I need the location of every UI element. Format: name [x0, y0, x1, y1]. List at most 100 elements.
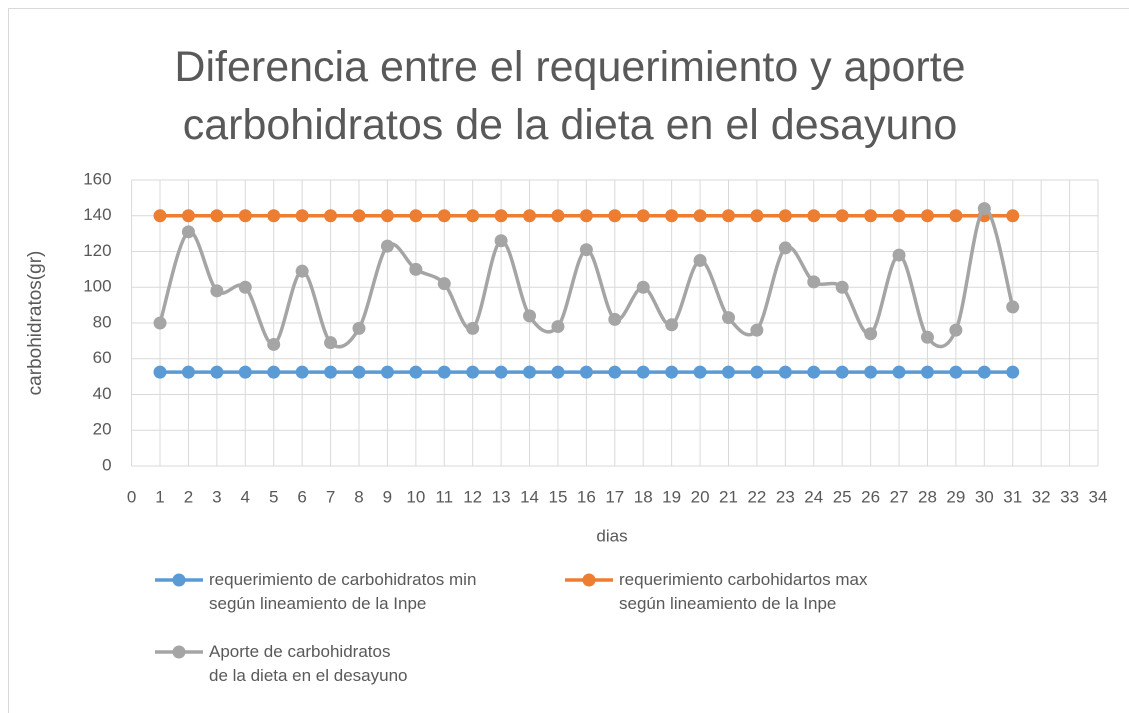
- data-point: [523, 209, 537, 223]
- data-point: [238, 209, 252, 223]
- data-point: [267, 337, 281, 351]
- x-axis-title: dias: [596, 526, 627, 545]
- data-point: [324, 365, 338, 379]
- data-point: [721, 365, 735, 379]
- data-point: [835, 280, 849, 294]
- data-point: [807, 365, 821, 379]
- data-point: [352, 365, 366, 379]
- x-tick-label: 34: [1089, 487, 1108, 506]
- data-point: [636, 365, 650, 379]
- data-point: [920, 209, 934, 223]
- data-point: [466, 321, 480, 335]
- data-point: [807, 209, 821, 223]
- x-tick-label: 1: [155, 487, 164, 506]
- data-point: [608, 365, 622, 379]
- x-tick-label: 31: [1003, 487, 1022, 506]
- data-point: [324, 209, 338, 223]
- x-tick-label: 7: [326, 487, 335, 506]
- data-point: [153, 365, 167, 379]
- x-tick-label: 16: [577, 487, 596, 506]
- x-tick-label: 17: [605, 487, 624, 506]
- data-point: [267, 365, 281, 379]
- data-point: [523, 365, 537, 379]
- x-tick-label: 15: [548, 487, 567, 506]
- y-axis-title: carbohidratos(gr): [25, 251, 46, 396]
- data-point: [210, 284, 224, 298]
- data-point: [665, 209, 679, 223]
- data-point: [267, 209, 281, 223]
- y-tick-label: 80: [93, 312, 112, 331]
- data-point: [949, 365, 963, 379]
- data-point: [380, 365, 394, 379]
- data-point: [949, 323, 963, 337]
- x-tick-label: 23: [776, 487, 795, 506]
- data-point: [494, 209, 508, 223]
- data-point: [409, 365, 423, 379]
- x-tick-label: 29: [946, 487, 965, 506]
- y-tick-label: 160: [83, 169, 111, 188]
- data-point: [864, 327, 878, 341]
- data-point: [466, 209, 480, 223]
- data-point: [920, 365, 934, 379]
- data-point: [608, 209, 622, 223]
- data-point: [181, 365, 195, 379]
- data-point: [181, 225, 195, 239]
- data-point: [778, 209, 792, 223]
- x-tick-label: 18: [634, 487, 653, 506]
- legend-swatch-marker: [582, 573, 596, 587]
- data-point: [409, 262, 423, 276]
- x-tick-label: 11: [435, 487, 453, 506]
- data-point: [721, 209, 735, 223]
- data-point: [665, 365, 679, 379]
- x-tick-label: 19: [662, 487, 681, 506]
- x-tick-label: 9: [383, 487, 392, 506]
- data-point: [523, 309, 537, 323]
- data-point: [977, 365, 991, 379]
- data-point: [892, 248, 906, 262]
- data-point: [295, 264, 309, 278]
- data-point: [352, 321, 366, 335]
- x-tick-label: 6: [297, 487, 306, 506]
- data-point: [636, 280, 650, 294]
- data-point: [835, 365, 849, 379]
- y-tick-label: 140: [83, 205, 111, 224]
- legend-label: Aporte de carbohidratos de la dieta en e…: [209, 642, 408, 685]
- y-tick-label: 20: [93, 420, 112, 439]
- data-point: [892, 209, 906, 223]
- data-point: [181, 209, 195, 223]
- data-point: [380, 239, 394, 253]
- x-tick-label: 24: [804, 487, 823, 506]
- data-point: [324, 336, 338, 350]
- data-point: [295, 365, 309, 379]
- data-point: [750, 365, 764, 379]
- chart-frame: [8, 8, 1129, 713]
- data-point: [153, 209, 167, 223]
- legend-label: requerimiento de carbohidratos min según…: [209, 570, 477, 613]
- data-point: [579, 365, 593, 379]
- y-tick-label: 120: [83, 241, 111, 260]
- data-point: [494, 234, 508, 248]
- data-point: [949, 209, 963, 223]
- data-point: [665, 318, 679, 332]
- data-point: [380, 209, 394, 223]
- data-point: [579, 209, 593, 223]
- x-tick-label: 3: [212, 487, 221, 506]
- x-tick-label: 13: [492, 487, 511, 506]
- x-tick-label: 30: [975, 487, 994, 506]
- data-point: [551, 365, 565, 379]
- legend-label: requerimiento carbohidartos max según li…: [619, 570, 868, 613]
- data-point: [920, 330, 934, 344]
- x-tick-label: 4: [241, 487, 250, 506]
- data-point: [693, 209, 707, 223]
- legend-swatch-marker: [172, 645, 186, 659]
- x-tick-label: 32: [1032, 487, 1051, 506]
- chart-title: Diferencia entre el requerimiento y apor…: [174, 43, 966, 149]
- data-point: [693, 253, 707, 267]
- y-tick-label: 40: [93, 384, 112, 403]
- data-point: [579, 243, 593, 257]
- data-point: [693, 365, 707, 379]
- data-point: [750, 209, 764, 223]
- data-point: [636, 209, 650, 223]
- data-point: [437, 209, 451, 223]
